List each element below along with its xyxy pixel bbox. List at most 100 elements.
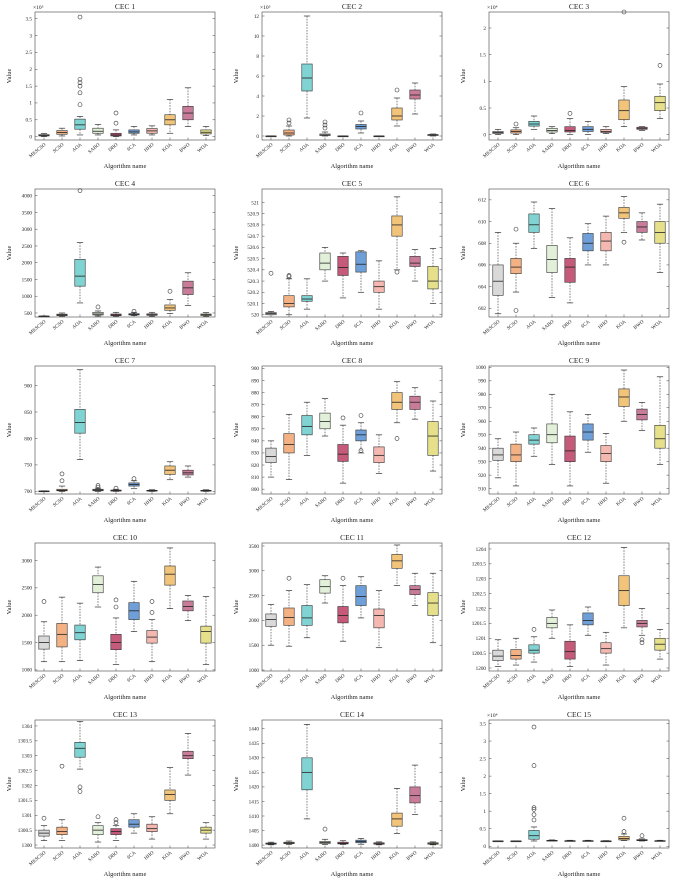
y-tick-label: 4000 xyxy=(22,194,33,200)
outlier-point xyxy=(358,110,364,116)
y-tick-label: 2000 xyxy=(249,618,260,624)
box-aoa xyxy=(301,15,313,119)
box-sca xyxy=(355,250,367,293)
box-woa xyxy=(200,822,212,840)
x-axis-label: Algorithm name xyxy=(331,517,374,524)
y-tick-label: 0 xyxy=(483,844,486,850)
y-tick-label: 800 xyxy=(251,487,259,493)
y-tick-label: 520.9 xyxy=(247,212,259,218)
y-tick-label: 1 xyxy=(483,79,486,85)
x-tick-label: HHO xyxy=(598,319,610,330)
y-tick-label: 3.5 xyxy=(26,17,33,23)
outlier-point xyxy=(113,485,119,491)
y-tick-label: 1201.5 xyxy=(472,621,487,627)
y-tick-label: 850 xyxy=(251,427,259,433)
y-tick-label: 3500 xyxy=(22,210,33,216)
outlier-point xyxy=(621,815,627,821)
y-tick-label: 1440 xyxy=(249,727,260,733)
x-tick-label: SABO xyxy=(542,319,556,332)
x-tick-label: SCA xyxy=(581,850,592,860)
x-tick-label: MESCSO xyxy=(29,496,48,513)
box-woa xyxy=(200,596,212,665)
y-tick-label: 1500 xyxy=(22,640,33,646)
y-tick-label: 3000 xyxy=(22,227,33,233)
box-iqr xyxy=(391,107,403,121)
box-dbo xyxy=(110,311,122,317)
plot-frame xyxy=(488,11,670,141)
y-tick-label: 900 xyxy=(251,366,259,372)
subplot-title: CEC 12 xyxy=(567,533,591,542)
y-tick-label: 1400 xyxy=(249,843,260,849)
box-koa xyxy=(618,815,630,841)
box-sca xyxy=(355,576,367,619)
box-sca xyxy=(355,838,367,845)
y-tick-label: 520.7 xyxy=(247,234,259,240)
box-hho xyxy=(146,125,158,136)
box-sabo xyxy=(92,814,104,843)
y-tick-label: 608 xyxy=(478,241,486,247)
x-tick-label: MESCSO xyxy=(256,496,275,513)
box-aoa xyxy=(301,724,313,820)
x-tick-label: BWO xyxy=(406,142,418,154)
subplot-title: CEC 9 xyxy=(569,356,589,365)
x-axis-label: Algorithm name xyxy=(104,163,147,170)
x-tick-label: MESCSO xyxy=(256,142,275,159)
x-tick-label: SCSO xyxy=(279,496,292,508)
box-iqr xyxy=(528,213,540,233)
box-dbo xyxy=(564,624,576,667)
box-iqr xyxy=(355,429,367,442)
box-iqr xyxy=(546,245,558,273)
y-tick-label: 1435 xyxy=(249,741,260,747)
x-tick-label: DBO xyxy=(335,496,347,507)
x-tick-label: BWO xyxy=(406,496,418,508)
box-sabo xyxy=(546,208,558,298)
box-scso xyxy=(510,637,522,666)
x-tick-label: SCA xyxy=(127,142,138,152)
y-tick-label: 2 xyxy=(256,114,259,120)
box-bwo xyxy=(409,82,421,115)
y-tick-label: 3 xyxy=(483,739,486,745)
subplot-cec-4: CEC 4 500 1000 1500 2000 2500 3000 3500 4000 Valu… xyxy=(6,179,216,347)
box-sca xyxy=(128,813,140,834)
x-tick-label: KOA xyxy=(162,496,174,507)
y-tick-label: 2500 xyxy=(249,593,260,599)
y-tick-label: 700 xyxy=(24,489,32,495)
box-koa xyxy=(618,196,630,245)
y-tick-label: 2 xyxy=(29,67,32,73)
box-mescso xyxy=(265,440,277,478)
box-sca xyxy=(128,476,140,490)
y-tick-label: 870 xyxy=(251,402,259,408)
outlier-point xyxy=(531,627,537,632)
x-tick-label: AOA xyxy=(72,850,84,861)
box-dbo xyxy=(110,817,122,841)
x-tick-label: WOA xyxy=(197,496,210,508)
y-tick-label: 1202 xyxy=(476,606,487,612)
outlier-point xyxy=(394,436,400,441)
y-axis-label: Value xyxy=(460,68,467,83)
box-bwo xyxy=(409,387,421,420)
y-tick-label: 1.5 xyxy=(480,52,487,58)
y-tick-label: 1.5 xyxy=(480,791,487,797)
outlier-point xyxy=(531,724,537,730)
box-dbo xyxy=(337,135,349,138)
box-scso xyxy=(283,840,295,845)
box-iqr xyxy=(528,644,540,654)
box-aoa xyxy=(74,14,86,136)
box-iqr xyxy=(654,424,666,449)
outlier-point xyxy=(286,120,292,126)
y-tick-label: 4 xyxy=(256,94,259,100)
y-tick-label: 1000 xyxy=(22,294,33,300)
outlier-point xyxy=(77,83,83,89)
x-tick-label: KOA xyxy=(162,673,174,684)
box-koa xyxy=(391,788,403,834)
box-mescso xyxy=(265,270,277,316)
box-scso xyxy=(510,121,522,136)
y-tick-label: 8 xyxy=(256,54,259,60)
x-tick-label: BWO xyxy=(633,142,645,154)
outlier-point xyxy=(131,476,137,481)
y-tick-label: 3000 xyxy=(249,569,260,575)
y-tick-label: 910 xyxy=(478,486,486,492)
y-tick-label: 1300 xyxy=(22,843,33,849)
x-axis-label: Algorithm name xyxy=(331,871,374,878)
y-tick-label: 520.1 xyxy=(247,301,259,307)
